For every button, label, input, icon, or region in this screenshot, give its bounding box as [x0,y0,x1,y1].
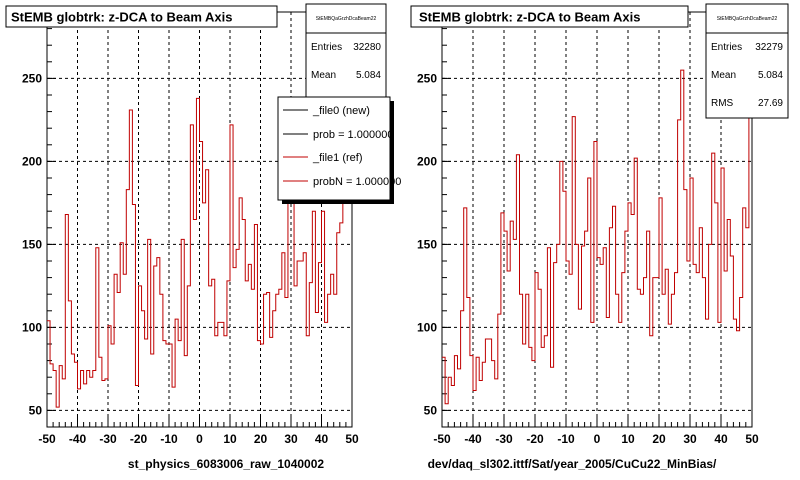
left-x-tick-label: 40 [315,432,329,446]
left-y-tick-label: 50 [29,403,43,417]
right-stats-entries-label: Entries [711,42,742,53]
right-stats-mean-value: 5.084 [758,70,783,81]
left-x-tick-label: 0 [196,432,203,446]
right-y-tick-label: 200 [417,154,437,168]
right-y-tick-label: 250 [417,71,437,85]
left-stats-entries-label: Entries [311,42,342,53]
legend-label-prob: prob = 1.000000 [313,129,393,141]
right-y-tick-label: 150 [417,237,437,251]
right-x-tick-label: 50 [745,432,759,446]
right-x-tick-label: -10 [557,432,575,446]
right-x-tick-label: 10 [621,432,635,446]
left-x-tick-label: 50 [345,432,359,446]
legend-box [277,96,391,201]
left-axis-ticks [46,11,353,428]
right-x-tick-label: 20 [652,432,666,446]
left-x-tick-label: 20 [254,432,268,446]
left-y-tick-label: 250 [22,71,42,85]
right-chart-title: StEMB globtrk: z-DCA to Beam Axis [419,10,641,25]
right-histogram-panel: -50 -40 -30 -20 -10 0 10 20 30 40 50 50 100 150 200 250… [410,3,789,471]
right-y-tick-label: 100 [417,320,437,334]
right-stats-rms-label: RMS [711,98,734,109]
right-x-tick-label: -40 [464,432,482,446]
left-y-tick-label: 150 [22,237,42,251]
right-stats-rms-value: 27.69 [758,98,783,109]
left-x-axis-label: st_physics_6083006_raw_1040002 [128,457,324,471]
left-stats-mean-label: Mean [311,70,336,81]
right-x-tick-label: -50 [433,432,451,446]
right-x-tick-label: -30 [495,432,513,446]
left-grid [47,12,352,427]
left-chart-title: StEMB globtrk: z-DCA to Beam Axis [11,10,233,25]
right-grid [442,12,752,427]
right-x-tick-label: 30 [683,432,697,446]
right-stats-box [705,3,789,119]
left-tick-labels: -50 -40 -30 -20 -10 0 10 20 30 40 50 50 100 150 200 250 [22,71,359,446]
right-stats-entries-value: 32279 [755,42,783,53]
left-x-tick-label: -50 [38,432,56,446]
left-histogram-line [47,97,352,408]
left-x-tick-label: 30 [284,432,298,446]
right-tick-labels: -50 -40 -30 -20 -10 0 10 20 30 40 50 50 100 150 200 250 [417,71,759,446]
left-y-tick-label: 200 [22,154,42,168]
right-stats-mean-label: Mean [711,70,736,81]
right-x-tick-label: -20 [526,432,544,446]
left-plot-frame [46,11,353,428]
left-x-tick-label: -40 [69,432,87,446]
legend-label-new: _file0 (new) [312,105,370,117]
left-stats-box [305,3,387,101]
left-title-box [5,5,278,28]
right-y-tick-label: 50 [424,403,438,417]
right-x-tick-label: 40 [714,432,728,446]
right-stats-name: StEMBQaGrzhDcaBeam22 [717,16,778,22]
right-histogram-line [442,44,752,405]
left-x-tick-label: -10 [160,432,178,446]
right-title-box [410,5,689,28]
left-stats-entries-value: 32280 [353,42,381,53]
left-x-tick-label: -30 [99,432,117,446]
legend-label-probn: probN = 1.000000 [313,176,401,188]
right-axis-ticks [441,11,753,428]
left-stats-mean-value: 5.084 [356,70,381,81]
left-histogram-panel: -50 -40 -30 -20 -10 0 10 20 30 40 50 50 100 150 200 250… [5,3,401,471]
left-stats-name: StEMBQaGrzhDcaBeam22 [316,16,377,22]
left-x-tick-label: 10 [223,432,237,446]
right-x-axis-label: dev/daq_sl302.ittf/Sat/year_2005/CuCu22_… [428,457,717,471]
right-x-tick-label: 0 [594,432,601,446]
left-y-tick-label: 100 [22,320,42,334]
legend-label-ref: _file1 (ref) [312,152,363,164]
left-x-tick-label: -20 [130,432,148,446]
